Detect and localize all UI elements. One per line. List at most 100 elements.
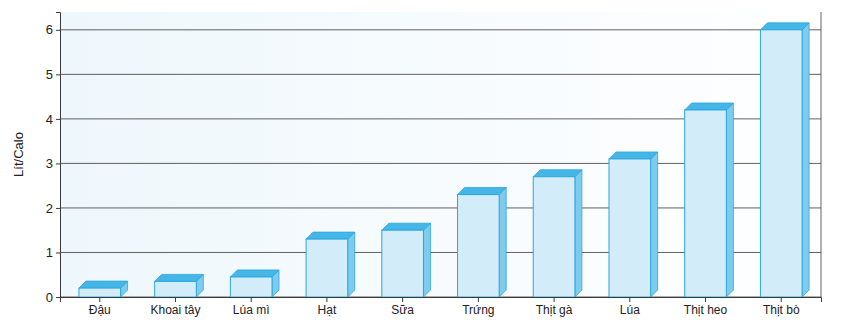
- x-tick-mark: [554, 297, 555, 302]
- x-tick: Khoai tây: [150, 297, 200, 317]
- y-tick-mark: [56, 252, 60, 253]
- x-tick: Thịt heo: [684, 297, 728, 317]
- x-tick-label: Thịt gà: [536, 303, 573, 317]
- y-axis-line: [56, 13, 61, 298]
- y-tick-label: 4: [46, 112, 53, 127]
- bar-group: [155, 274, 204, 297]
- y-tick: 0: [46, 290, 60, 305]
- bar-side: [651, 152, 658, 297]
- x-tick-mark: [629, 297, 630, 302]
- plot-background: [60, 12, 821, 297]
- x-tick: Lúa: [620, 297, 640, 317]
- y-tick: 6: [46, 22, 60, 37]
- x-tick-label: Trứng: [462, 303, 494, 317]
- bars: [79, 23, 809, 297]
- bar-group: [79, 281, 128, 297]
- bar: [760, 30, 802, 297]
- y-tick-label: 2: [46, 201, 53, 216]
- x-tick-mark: [402, 297, 403, 302]
- bar-side: [499, 188, 506, 297]
- x-tick-mark: [251, 297, 252, 302]
- x-tick-mark: [478, 297, 479, 302]
- bar-side: [726, 103, 733, 297]
- bar-top: [382, 223, 431, 230]
- bar-top: [760, 23, 809, 30]
- x-tick: Sữa: [391, 297, 414, 317]
- chart: 0 1 2 3 4 5 6 Đậu Khoai tây Lúa mì Hạt Sữa Trứng Thịt…: [0, 0, 851, 327]
- bar: [609, 159, 651, 297]
- x-tick: Trứng: [462, 297, 494, 317]
- bar-top: [306, 232, 355, 239]
- x-axis: Đậu Khoai tây Lúa mì Hạt Sữa Trứng Thịt gà Lúa T…: [61, 297, 822, 317]
- bar-side: [423, 223, 430, 297]
- y-axis-title: Lít/Calo: [11, 132, 26, 177]
- bar-top: [230, 270, 279, 277]
- bar-group: [230, 270, 279, 297]
- bar-group: [533, 170, 582, 297]
- x-tick: Thịt gà: [536, 297, 573, 317]
- y-tick-mark: [56, 297, 60, 298]
- bar-group: [306, 232, 355, 297]
- x-tick-label: Lúa: [620, 303, 640, 317]
- bar: [79, 288, 121, 297]
- bar-side: [802, 23, 809, 297]
- y-tick-label: 3: [46, 156, 53, 171]
- x-tick-mark: [99, 297, 100, 302]
- x-tick: Lúa mì: [233, 297, 270, 317]
- y-tick: 4: [46, 112, 60, 127]
- x-tick: Đậu: [89, 297, 111, 317]
- y-tick-label: 5: [46, 67, 53, 82]
- bar-top: [79, 281, 128, 288]
- bar-side: [575, 170, 582, 297]
- x-tick-mark: [705, 297, 706, 302]
- x-tick-mark: [326, 297, 327, 302]
- x-tick-mark: [781, 297, 782, 302]
- bar-side: [348, 232, 355, 297]
- y-tick: 5: [46, 67, 60, 82]
- y-tick-mark: [56, 208, 60, 209]
- bar-group: [609, 152, 658, 297]
- bar-top: [533, 170, 582, 177]
- y-tick-label: 6: [46, 22, 53, 37]
- bar: [458, 195, 500, 297]
- bar-group: [382, 223, 431, 297]
- grid: [60, 30, 821, 297]
- x-tick: Thịt bò: [763, 297, 800, 317]
- grid-line: [60, 29, 821, 30]
- bar-top: [609, 152, 658, 159]
- x-tick-mark: [175, 297, 176, 302]
- bar: [306, 239, 348, 297]
- y-axis: 0 1 2 3 4 5 6: [46, 13, 61, 305]
- x-tick-label: Thịt bò: [763, 303, 800, 317]
- y-tick-mark: [56, 74, 60, 75]
- x-tick-label: Thịt heo: [684, 303, 728, 317]
- x-tick: Hạt: [318, 297, 337, 317]
- bar: [382, 230, 424, 297]
- x-tick-label: Khoai tây: [150, 303, 200, 317]
- y-tick-mark: [56, 163, 60, 164]
- x-tick-label: Hạt: [318, 303, 337, 317]
- bar-top: [458, 188, 507, 195]
- x-tick-label: Sữa: [391, 303, 414, 317]
- frame: [821, 12, 822, 297]
- x-axis-line: [61, 298, 822, 303]
- y-tick-mark: [56, 119, 60, 120]
- x-tick-label: Lúa mì: [233, 303, 270, 317]
- y-tick-label: 1: [46, 245, 53, 260]
- bar: [685, 110, 727, 297]
- y-tick: 2: [46, 201, 60, 216]
- y-tick-mark: [56, 30, 60, 31]
- grid-line: [60, 74, 821, 75]
- plot: 0 1 2 3 4 5 6 Đậu Khoai tây Lúa mì Hạt Sữa Trứng Thịt…: [46, 12, 822, 317]
- bar-group: [685, 103, 734, 297]
- bar-top: [685, 103, 734, 110]
- bar-group: [458, 188, 507, 297]
- bar-top: [155, 274, 204, 281]
- bar: [155, 281, 197, 297]
- bar: [533, 177, 575, 297]
- bar-group: [760, 23, 809, 297]
- x-tick-label: Đậu: [89, 303, 111, 317]
- y-tick-label: 0: [46, 290, 53, 305]
- y-tick: 1: [46, 245, 60, 260]
- y-tick: 3: [46, 156, 60, 171]
